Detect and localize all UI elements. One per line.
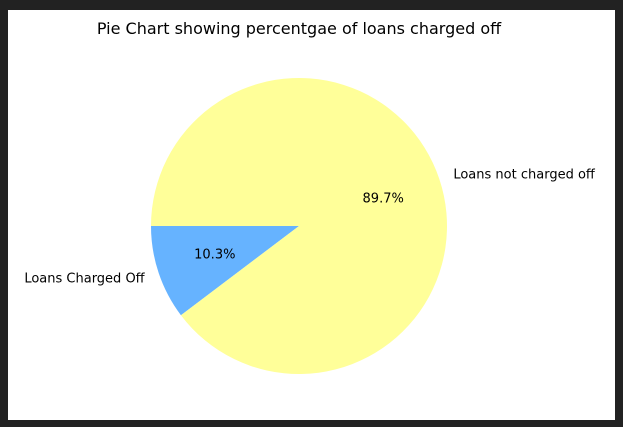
pie-slice-loans-charged-off bbox=[151, 226, 299, 316]
pie-slices bbox=[151, 78, 447, 375]
pie-category-label: Loans not charged off bbox=[453, 168, 596, 183]
pie-percent-label: 89.7% bbox=[363, 191, 404, 206]
pie-category-label: Loans Charged Off bbox=[24, 271, 145, 286]
pie-slice-loans-not-charged-off bbox=[151, 78, 447, 375]
chart-title: Pie Chart showing percentgae of loans ch… bbox=[97, 19, 502, 38]
pie-percent-label: 10.3% bbox=[194, 248, 235, 263]
pie-labels: 10.3% Loans Charged Off 89.7% Loans not cha… bbox=[24, 168, 596, 287]
